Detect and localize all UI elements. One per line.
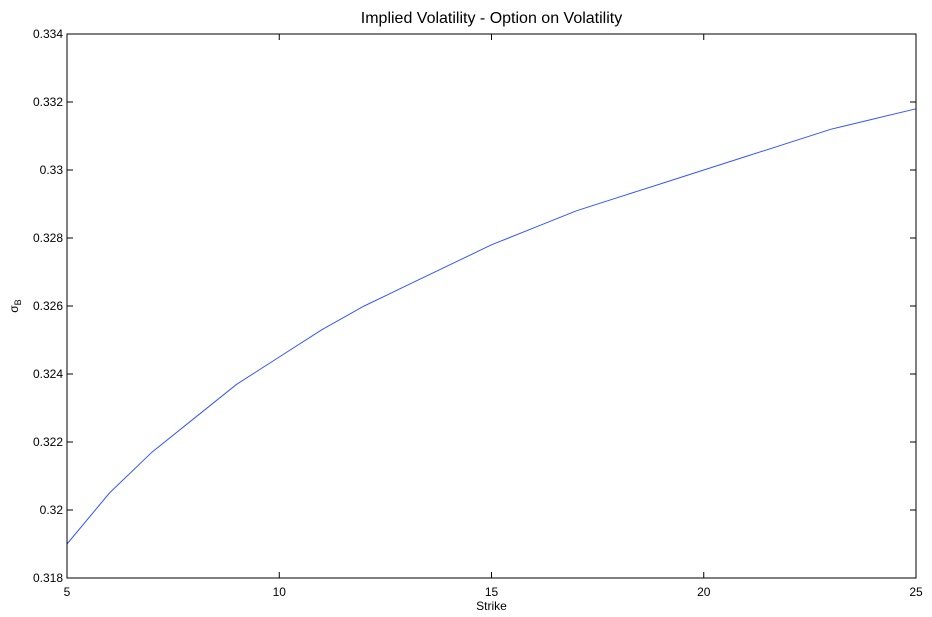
x-tick-label: 5 [64, 585, 71, 599]
y-tick-label: 0.332 [33, 95, 63, 109]
y-tick-label: 0.322 [33, 435, 63, 449]
chart-title: Implied Volatility - Option on Volatilit… [361, 10, 622, 27]
series-line-0 [66, 108, 917, 545]
y-tick-label: 0.328 [33, 231, 63, 245]
x-tick-label: 10 [273, 585, 287, 599]
x-tick-label: 20 [697, 585, 711, 599]
data-layer [66, 108, 917, 545]
y-tick-label: 0.326 [33, 299, 63, 313]
y-axis-label: σB [7, 299, 23, 312]
y-tick-label: 0.32 [40, 503, 64, 517]
x-tick-label: 25 [909, 585, 923, 599]
y-tick-label: 0.318 [33, 571, 63, 585]
plot-frame [66, 33, 917, 579]
y-tick-label: 0.33 [40, 163, 64, 177]
ticks-layer: 5 10 15 20 25 0.318 0.32 0.322 0.324 0.326 0.328 0.… [33, 27, 923, 599]
x-axis-label: Strike [476, 599, 507, 613]
y-tick-label: 0.334 [33, 27, 63, 41]
y-axis-label-subscript: B [13, 299, 23, 305]
x-tick-label: 15 [485, 585, 499, 599]
y-axis-label-symbol: σ [7, 305, 21, 313]
y-tick-label: 0.324 [33, 367, 63, 381]
plot-background [67, 34, 916, 578]
y-axis-label-group: σB [7, 299, 23, 312]
